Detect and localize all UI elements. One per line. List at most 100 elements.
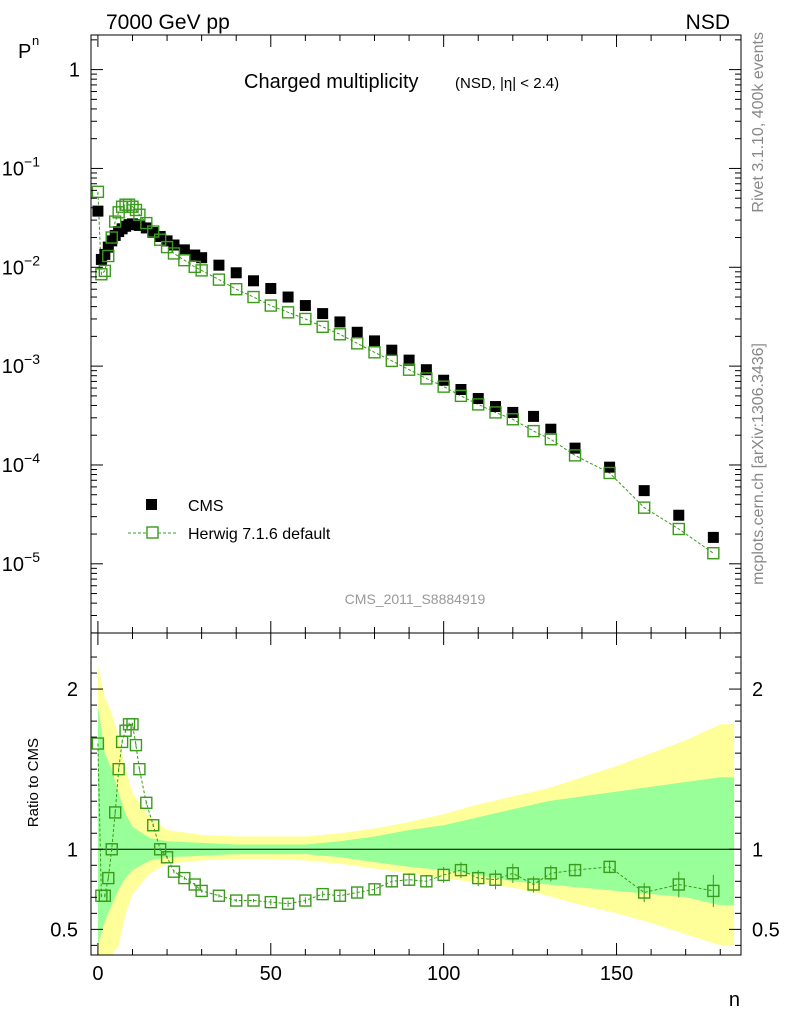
x-tick-label: 150 <box>600 963 633 985</box>
herwig-point <box>544 433 558 446</box>
cms-point <box>334 316 346 328</box>
y-tick-label-exponent: −5 <box>24 549 40 565</box>
cms-point <box>282 291 294 303</box>
cms-point <box>147 226 159 238</box>
herwig-point <box>102 249 115 263</box>
herwig-point <box>126 200 139 213</box>
y-tick-label-exponent: −4 <box>24 450 40 466</box>
herwig-point <box>420 372 433 385</box>
cms-point <box>92 205 104 217</box>
energy-label: 7000 GeV pp <box>106 11 230 34</box>
ratio-point <box>178 871 191 885</box>
herwig-point <box>402 363 416 376</box>
cms-point <box>102 241 114 253</box>
legend-herwig-marker <box>146 526 159 539</box>
ratio-point <box>98 889 112 902</box>
herwig-point <box>672 522 685 536</box>
cms-point <box>248 275 259 287</box>
herwig-point <box>316 320 329 333</box>
ratio-point <box>105 843 118 856</box>
stat-uncertainty-band <box>97 705 735 946</box>
ratio-point <box>637 886 651 899</box>
herwig-point <box>147 225 160 238</box>
herwig-point <box>129 203 143 217</box>
y-tick-label-exponent: −2 <box>24 252 40 268</box>
watermark: CMS_2011_S8884919 <box>345 591 486 607</box>
ratio-point <box>119 724 132 737</box>
herwig-point <box>506 413 520 426</box>
legend-cms-label: CMS <box>188 498 224 515</box>
ratio-point <box>230 894 243 907</box>
cms-point <box>707 531 719 543</box>
cms-point <box>455 384 467 396</box>
ratio-point <box>91 737 105 750</box>
main-frame <box>90 34 742 634</box>
cms-point <box>189 249 201 261</box>
legend: CMS Herwig 7.1.6 default <box>128 498 331 543</box>
main-title: Charged multiplicity <box>244 71 419 93</box>
herwig-point <box>133 208 146 221</box>
cms-point <box>528 410 540 422</box>
cms-point <box>99 248 111 260</box>
herwig-point <box>160 240 174 254</box>
cms-point <box>133 219 145 231</box>
herwig-point <box>385 354 398 368</box>
cms-point <box>507 406 519 418</box>
x-tick-label: 50 <box>260 963 282 985</box>
y-tick-label: 10−5 <box>2 549 40 576</box>
ratio-point <box>188 878 201 891</box>
ratio-point <box>603 860 616 874</box>
ratio-point <box>351 886 364 899</box>
herwig-point <box>153 233 167 246</box>
herwig-point <box>333 328 347 341</box>
cms-point <box>673 509 685 521</box>
ratio-point <box>112 762 125 776</box>
ratio-point <box>160 851 174 864</box>
herwig-point <box>178 253 191 267</box>
herwig-point <box>707 547 720 560</box>
y-axis-label: P <box>18 41 31 63</box>
ratio-plot-content <box>91 665 741 955</box>
herwig-point <box>98 264 112 278</box>
herwig-point <box>454 389 468 403</box>
mcplots-label: mcplots.cern.ch [arXiv:1306.3436] <box>750 343 767 585</box>
ratio-y-tick-label-right: 0.5 <box>752 919 780 941</box>
cms-point <box>265 282 277 294</box>
y-tick-label: 10−4 <box>2 450 40 477</box>
ratio-y-tick-label-left: 2 <box>67 679 78 701</box>
cms-point <box>168 239 180 251</box>
ratio-point <box>420 875 433 888</box>
cms-point <box>230 267 242 279</box>
ratio-point <box>437 868 450 882</box>
ratio-point <box>402 873 416 886</box>
ratio-point <box>707 884 720 898</box>
cms-point <box>403 354 415 366</box>
herwig-point <box>489 406 502 419</box>
main-subtitle: (NSD, |η| < 2.4) <box>455 75 559 92</box>
herwig-point <box>637 501 651 514</box>
legend-cms-marker <box>146 499 157 510</box>
ratio-point <box>544 867 558 880</box>
process-label: NSD <box>686 11 730 34</box>
y-tick-label: 10−2 <box>2 252 40 279</box>
ratio-point <box>147 819 160 832</box>
ratio-panel: 0.5 0.5 1 1 2 2 0 50 100 150 Ratio to CMS n <box>25 632 780 1011</box>
ratio-point <box>126 718 139 731</box>
herwig-point <box>95 268 108 281</box>
x-tick-label: 0 <box>92 963 103 985</box>
herwig-point <box>230 283 243 296</box>
cms-point <box>317 308 329 320</box>
herwig-point <box>167 247 181 260</box>
ratio-point <box>129 738 143 752</box>
ratio-point <box>454 863 468 877</box>
ratio-point <box>102 871 115 885</box>
ratio-point <box>140 796 153 810</box>
herwig-point <box>368 346 381 359</box>
ratio-point <box>299 894 312 907</box>
herwig-point <box>140 216 153 230</box>
ratio-frame <box>90 632 742 956</box>
main-panel: 1 10−1 10−2 10−3 10−4 10−5 Charged multiplici… <box>2 33 742 634</box>
cms-point <box>299 300 311 312</box>
herwig-point <box>281 306 295 319</box>
